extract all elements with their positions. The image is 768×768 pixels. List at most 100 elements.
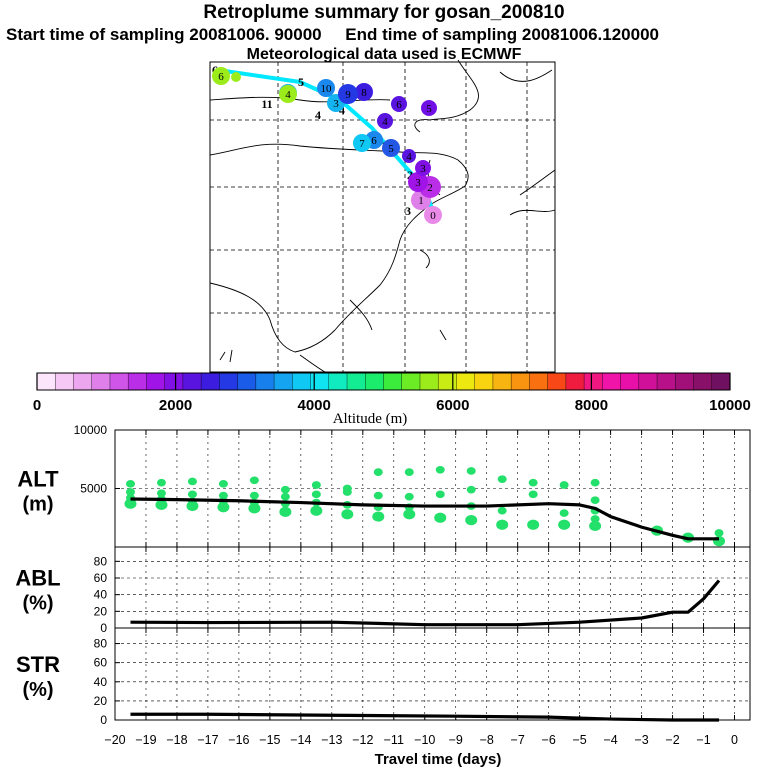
colorbar-swatch <box>401 373 421 390</box>
colorbar-tick-label: 2000 <box>159 397 192 414</box>
x-tick-label: −15 <box>259 733 280 747</box>
map-coastline <box>439 329 447 341</box>
map-coastline <box>499 69 553 82</box>
alt-scatter-point <box>125 479 135 488</box>
plume-marker <box>424 206 442 224</box>
panel-unit: (m) <box>22 494 53 516</box>
y-tick-label: 10000 <box>74 423 108 437</box>
x-tick-label: −19 <box>135 733 156 747</box>
alt-scatter-point <box>434 512 447 523</box>
alt-scatter-point <box>466 467 476 475</box>
plume-marker <box>231 72 241 82</box>
map-coastline <box>349 299 373 331</box>
x-tick-label: −11 <box>384 733 404 747</box>
x-tick-label: −2 <box>665 733 679 747</box>
colorbar-tick-label: 6000 <box>436 397 469 414</box>
y-tick-label: 20 <box>94 694 108 708</box>
plume-marker-label: 10 <box>321 83 333 95</box>
map-coastline <box>509 209 556 216</box>
alt-scatter-point <box>218 479 228 488</box>
map-coastline <box>519 169 556 196</box>
alt-scatter-point <box>466 485 476 494</box>
y-tick-label: 40 <box>94 588 108 602</box>
colorbar-swatch <box>310 373 330 390</box>
plume-marker-label: 6 <box>218 71 224 83</box>
colorbar-swatch <box>219 373 239 390</box>
x-tick-label: −13 <box>321 733 342 747</box>
colorbar-swatch <box>657 373 676 390</box>
y-tick-label: 5000 <box>80 482 107 496</box>
colorbar-swatch <box>164 373 184 390</box>
trajectory-time-label: 3 <box>405 204 411 218</box>
y-tick-label: 60 <box>94 571 108 585</box>
plume-marker <box>212 67 230 85</box>
y-tick-label: 40 <box>94 675 108 689</box>
x-tick-label: −18 <box>166 733 187 747</box>
map-coastline <box>229 349 233 363</box>
plume-marker <box>353 134 371 152</box>
alt-scatter-point <box>280 492 290 501</box>
alt-scatter-point <box>342 484 352 493</box>
y-tick-label: 0 <box>100 713 107 727</box>
colorbar-tick-label: 8000 <box>575 397 608 414</box>
alt-scatter-point <box>372 511 385 522</box>
colorbar-tick-label: 0 <box>33 397 41 414</box>
alt-scatter-point <box>714 529 724 537</box>
alt-scatter-point <box>404 468 414 476</box>
map-coastline <box>299 354 326 373</box>
plume-marker <box>279 85 297 103</box>
met-data-line: Meteorological data used is ECMWF <box>246 46 522 63</box>
start-value: 20081006. 90000 <box>189 25 322 44</box>
map-coastline <box>419 249 430 269</box>
alt-scatter-point <box>124 498 137 509</box>
y-tick-label: 80 <box>94 637 108 651</box>
y-tick-label: 60 <box>94 656 108 670</box>
series-line <box>130 497 720 541</box>
colorbar-swatch <box>474 373 494 390</box>
colorbar-swatch <box>675 373 695 390</box>
trajectory-time-label: 4 <box>339 103 345 117</box>
plume-marker-label: 3 <box>415 177 421 189</box>
x-tick-label: −6 <box>542 733 556 747</box>
colorbar-swatch <box>456 373 476 390</box>
alt-scatter-point <box>373 468 383 476</box>
plume-marker-label: 6 <box>371 135 377 147</box>
plume-marker <box>402 149 416 163</box>
alt-scatter-point <box>249 491 259 500</box>
sampling-times: Start time of sampling 20081006. 90000 E… <box>6 25 659 45</box>
panel-frame <box>114 627 751 721</box>
alt-scatter-point <box>279 506 292 517</box>
plume-marker-label: 4 <box>406 151 412 163</box>
x-tick-label: −4 <box>603 733 617 747</box>
alt-scatter-point <box>155 499 168 510</box>
colorbar-swatch <box>693 373 713 390</box>
plume-marker-label: 7 <box>359 138 365 150</box>
alt-scatter-point <box>187 477 197 486</box>
map-coastline <box>209 282 336 353</box>
plume-marker-label: 1 <box>418 195 424 207</box>
alt-scatter-point <box>218 491 228 500</box>
x-tick-label: −20 <box>104 733 125 747</box>
plume-marker <box>338 84 358 104</box>
x-tick-label: −8 <box>480 733 494 747</box>
alt-scatter-point <box>156 489 166 498</box>
alt-scatter-point <box>280 485 290 494</box>
alt-scatter-point <box>465 514 478 526</box>
colorbar-swatch <box>347 373 366 390</box>
colorbar-title: Altitude (m) <box>333 411 408 427</box>
colorbar-swatch <box>602 373 622 390</box>
colorbar-swatch <box>274 373 293 390</box>
map-coastline <box>334 159 469 331</box>
panel-label: STR <box>16 652 60 677</box>
alt-scatter-point <box>311 481 321 489</box>
colorbar-swatch <box>547 373 567 390</box>
plume-marker <box>391 96 407 112</box>
alt-scatter-point <box>125 488 135 496</box>
alt-scatter-point <box>403 509 416 520</box>
x-tick-label: −3 <box>634 733 648 747</box>
alt-scatter-point <box>497 506 507 515</box>
plume-marker-label: 3 <box>333 98 339 110</box>
alt-scatter-point <box>310 505 323 516</box>
colorbar-tick-label: 4000 <box>298 397 331 414</box>
plume-marker-label: 5 <box>388 143 394 155</box>
